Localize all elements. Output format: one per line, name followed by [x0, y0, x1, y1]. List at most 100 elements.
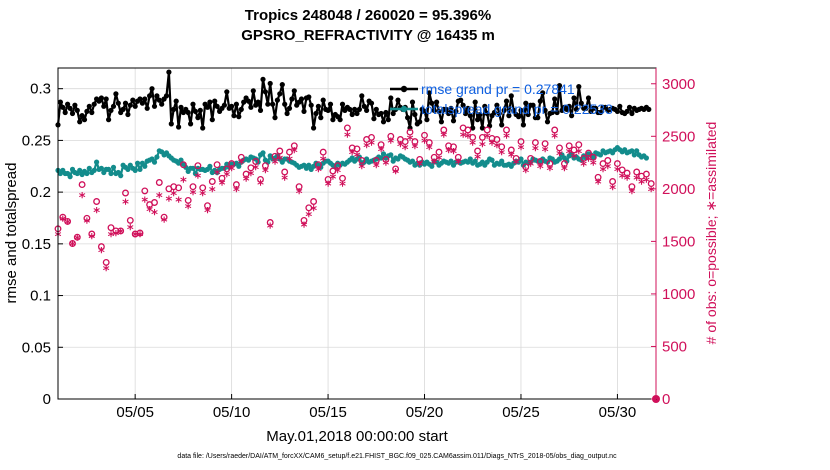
- right-y-axis-ticks: 0 500 1000 1500 2000 2500 3000: [651, 76, 695, 408]
- rmse-point: [412, 111, 418, 118]
- obs-assimilated-marker: *: [339, 180, 346, 195]
- obs-possible-marker: [377, 141, 385, 149]
- x-tick-label: 05/15: [309, 404, 347, 421]
- obs-possible-marker: [430, 153, 438, 161]
- obs-possible-marker: [141, 187, 149, 195]
- totalspread-point: [135, 160, 141, 166]
- rmse-point: [535, 115, 541, 121]
- obs-assimilated-marker: *: [460, 130, 467, 145]
- rmse-point: [494, 102, 500, 108]
- rmse-point: [262, 89, 268, 95]
- rmse-point: [156, 97, 162, 103]
- totalspread-point: [118, 173, 124, 179]
- rmse-point: [168, 121, 174, 127]
- obs-assimilated-marker: *: [156, 191, 163, 206]
- rmse-point: [101, 103, 107, 109]
- totalspread-point: [108, 170, 114, 177]
- obs-assimilated-marker: *: [74, 233, 81, 248]
- rmse-point: [554, 109, 560, 116]
- rmse-point: [337, 117, 343, 123]
- rmse-point: [371, 116, 377, 122]
- obs-possible-marker: [628, 183, 636, 191]
- obs-assimilated-marker: *: [112, 229, 119, 244]
- obs-possible-marker: [281, 168, 289, 176]
- rmse-point: [311, 125, 317, 131]
- obs-assimilated-marker: *: [643, 176, 650, 191]
- rmse-point: [72, 102, 78, 108]
- obs-assimilated-marker: *: [175, 196, 182, 211]
- obs-possible-marker: [324, 175, 332, 183]
- obs-assimilated-marker: *: [436, 153, 443, 168]
- rmse-point: [540, 90, 546, 96]
- rmse-point: [320, 97, 326, 103]
- rmse-point: [383, 109, 389, 116]
- rmse-point: [144, 105, 150, 111]
- rmse-point: [475, 117, 481, 123]
- obs-possible-marker: [194, 162, 202, 170]
- obs-assimilated-marker: *: [440, 130, 447, 145]
- obs-assimilated-marker: *: [127, 223, 134, 238]
- rmse-point: [171, 106, 177, 112]
- rmse-point: [147, 93, 153, 99]
- totalspread-point: [110, 164, 117, 170]
- obs-possible-marker: [107, 224, 115, 232]
- rmse-point: [434, 99, 440, 105]
- rmse-point: [267, 80, 273, 87]
- obs-assimilated-marker: *: [349, 148, 356, 163]
- rmse-point: [503, 98, 510, 104]
- x-tick-label: 05/10: [213, 404, 251, 421]
- obs-possible-marker: [599, 160, 607, 168]
- obs-assimilated-marker: *: [180, 176, 187, 191]
- obs-possible-marker: [151, 199, 158, 206]
- rmse-point: [409, 99, 416, 105]
- rmse-point: [209, 117, 215, 123]
- rmse-point: [477, 111, 483, 118]
- rmse-point: [368, 100, 375, 106]
- rmse-point: [506, 113, 512, 119]
- obs-possible-marker: [88, 230, 96, 238]
- obs-possible-marker: [179, 161, 187, 169]
- obs-possible-marker: [512, 154, 520, 162]
- obs-assimilated-marker: *: [387, 137, 394, 152]
- rmse-point: [523, 100, 529, 106]
- obs-possible-marker: [469, 133, 477, 141]
- obs-possible-marker: [257, 175, 264, 183]
- rmse-point: [241, 99, 247, 105]
- totalspread-point: [137, 166, 143, 172]
- rmse-point: [354, 110, 360, 117]
- obs-possible-marker: [218, 174, 226, 182]
- obs-assimilated-marker: *: [493, 141, 500, 156]
- obs-possible-marker: [237, 153, 245, 161]
- obs-assimilated-marker: *: [614, 165, 621, 180]
- obs-assimilated-marker: *: [590, 159, 597, 174]
- rmse-point: [325, 107, 331, 113]
- obs-assimilated-marker: *: [296, 187, 303, 202]
- obs-assimilated-marker: *: [624, 173, 631, 188]
- rmse-point: [429, 100, 435, 106]
- totalspread-point: [106, 166, 112, 172]
- rmse-point: [542, 107, 548, 113]
- rmse-point: [458, 97, 464, 103]
- obs-assimilated-marker: *: [137, 230, 144, 245]
- rmse-point: [549, 109, 555, 116]
- y-axis-ticks: 0 0.05 0.1 0.15 0.2 0.25 0.3: [22, 81, 63, 408]
- totalspread-point: [448, 158, 454, 164]
- rmse-point: [501, 107, 507, 113]
- data-file-footer: data file: /Users/raeder/DAI/ATM_forcXX/…: [177, 453, 617, 460]
- obs-possible-marker: [503, 126, 510, 134]
- totalspread-point: [190, 165, 196, 171]
- rmse-point: [91, 101, 97, 107]
- obs-assimilated-marker: *: [566, 147, 573, 162]
- rmse-point: [499, 122, 505, 128]
- rmse-point: [200, 125, 206, 131]
- rmse-point: [566, 103, 572, 109]
- legend-rmse-marker: [400, 85, 408, 93]
- obs-assimilated-marker: *: [122, 198, 129, 213]
- obs-possible-marker: [594, 173, 602, 181]
- rmse-point: [192, 108, 198, 114]
- obs-assimilated-marker: *: [93, 206, 100, 221]
- obs-possible-marker: [401, 138, 409, 146]
- rmse-point: [159, 101, 165, 107]
- rmse-point: [356, 106, 362, 112]
- obs-assimilated-marker: *: [469, 139, 476, 154]
